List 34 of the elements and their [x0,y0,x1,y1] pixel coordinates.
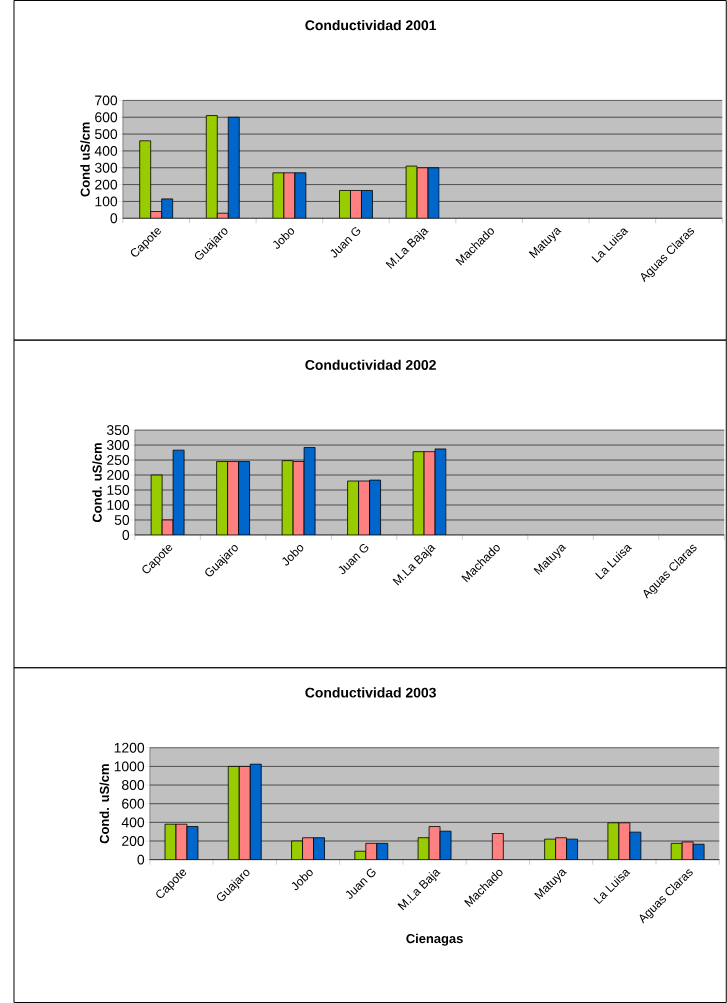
bar [249,763,262,860]
y-tick-label: 800 [121,780,144,790]
chart-title: Conductividad 2003 [305,687,436,698]
y-tick-label: 400 [94,145,118,156]
y-tick-label: 350 [106,425,129,435]
y-tick-label: 200 [95,179,118,190]
y-tick-label: 200 [121,836,144,846]
y-tick-label: 600 [95,112,118,123]
chart-title: Conductividad 2002 [305,359,436,370]
y-tick-label: 700 [95,95,118,106]
y-tick-label: 400 [121,817,144,828]
y-tick-label: 50 [114,515,130,525]
bar [227,766,240,860]
y-axis-title: Cond. uS/cm [99,764,110,844]
y-tick-label: 200 [107,470,129,480]
chart-title: Conductividad 2001 [305,19,436,31]
bar [238,766,251,860]
y-tick-label: 0 [110,213,118,224]
y-tick-label: 100 [107,500,129,510]
y-tick-label: 150 [107,485,129,495]
y-tick-label: 1200 [114,742,144,753]
y-tick-label: 0 [137,854,144,865]
y-tick-label: 500 [94,129,118,140]
y-tick-label: 300 [106,440,129,450]
y-tick-label: 100 [95,196,118,207]
y-tick-label: 250 [107,455,129,465]
y-axis-title: Cond uS/cm [80,122,90,197]
bar [227,116,240,219]
y-tick-label: 300 [94,162,118,173]
y-tick-label: 1000 [114,761,144,772]
y-axis-title: Cond. uS/cm [92,443,102,523]
x-axis-title: Cienagas [406,933,463,946]
y-tick-label: 0 [122,530,130,540]
y-tick-label: 600 [121,798,144,809]
